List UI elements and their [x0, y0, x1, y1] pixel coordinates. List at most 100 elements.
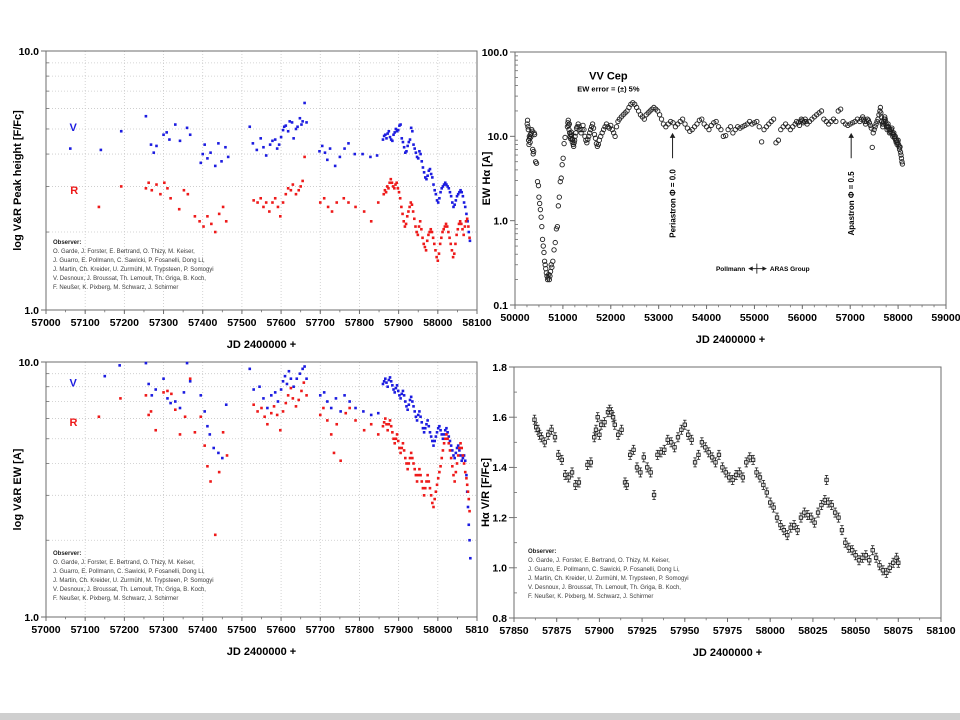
observer-line: J. Martin, Ch. Kreider, U. Zurmühl, M. T… [53, 267, 214, 273]
x-tick-label: 57100 [71, 624, 100, 636]
x-tick-label: 50000 [500, 312, 529, 324]
x-tick-label: 57100 [71, 317, 100, 329]
x-tick-label: 57800 [345, 317, 374, 329]
y-tick-label: 0.1 [493, 300, 508, 312]
observer-line: F. Neußer, K. Pixberg, M. Schwarz, J. Sc… [53, 285, 178, 291]
x-tick-label: 58100 [462, 317, 491, 329]
y-tick-label: 10.0 [19, 46, 40, 58]
x-tick-label: 57400 [188, 317, 217, 329]
x-tick-label: 5810 [465, 624, 489, 636]
x-tick-label: 57000 [836, 312, 865, 324]
x-tick-label: 57925 [627, 625, 656, 637]
chart-vr-ew: 57000 57100 57200 57300 57400 57500 57600 57700… [12, 357, 489, 658]
y-axis-label: Hα V/R [F/Fc] [480, 458, 492, 527]
y-tick-label: 10.0 [19, 357, 40, 369]
observer-list: Observer: O. Garde, J. Forster, E. Bertra… [528, 549, 689, 600]
x-tick-label: 57875 [542, 625, 571, 637]
x-axis-label: JD 2400000 + [696, 334, 765, 346]
observer-list: Observer: O. Garde, J. Forster, E. Bertra… [53, 240, 214, 291]
y-tick-label: 1.8 [492, 362, 507, 374]
y-axis-label: EW Hα [A] [481, 151, 493, 205]
observer-line: J. Martin, Ch. Kreider, U. Zurmühl, M. T… [528, 576, 689, 582]
x-tick-label: 57000 [31, 624, 60, 636]
y-tick-label: 1.0 [24, 612, 39, 624]
phase-annotation: Periastron Φ = 0.0 [669, 169, 678, 238]
y-axis-label: log V&R Peak height [F/Fc] [12, 110, 24, 251]
x-tick-label: 58075 [884, 625, 913, 637]
x-tick-label: 57950 [670, 625, 699, 637]
range-right-label: ARAS Group [770, 266, 810, 273]
x-tick-label: 56000 [788, 312, 817, 324]
y-axis-label: log V&R EW [A] [12, 448, 24, 530]
y-tick-label: 100.0 [482, 47, 508, 59]
x-tick-label: 58000 [756, 625, 785, 637]
x-tick-label: 57975 [713, 625, 742, 637]
y-tick-label: 1.2 [492, 512, 507, 524]
y-tick-label: 1.6 [492, 412, 507, 424]
x-tick-label: 57400 [188, 624, 217, 636]
observer-line: F. Neußer, K. Pixberg, M. Schwarz, J. Sc… [528, 594, 653, 600]
observer-line: V. Desnoux, J. Broussat, Th. Lemoult, Th… [528, 585, 681, 591]
x-tick-label: 59000 [931, 312, 960, 324]
x-tick-label: 57700 [306, 317, 335, 329]
x-tick-label: 57500 [227, 624, 256, 636]
observer-heading: Observer: [528, 549, 556, 555]
x-tick-label: 57900 [585, 625, 614, 637]
observer-line: J. Guarro, E. Pollmann, C. Sawicki, P. F… [53, 569, 205, 575]
y-tick-label: 1.0 [492, 563, 507, 575]
x-tick-label: 57300 [149, 624, 178, 636]
x-tick-label: 52000 [596, 312, 625, 324]
x-tick-label: 57800 [345, 624, 374, 636]
chart-ew-halpha: 50000 51000 52000 53000 54000 55000 56000 57000… [481, 47, 960, 346]
x-tick-label: 58000 [423, 317, 452, 329]
slide-footer-strip [0, 713, 960, 720]
series-label-V: V [70, 122, 78, 134]
x-tick-label: 57600 [266, 624, 295, 636]
chart-title: VV Cep [589, 71, 628, 83]
x-tick-label: 58000 [423, 624, 452, 636]
observer-line: O. Garde, J. Forster, E. Bertrand, O. Th… [53, 249, 195, 255]
x-tick-label: 58100 [926, 625, 955, 637]
y-tick-label: 1.4 [492, 462, 507, 474]
x-tick-label: 51000 [548, 312, 577, 324]
x-tick-label: 58050 [841, 625, 870, 637]
x-tick-label: 57850 [499, 625, 528, 637]
chart-subtitle: EW error = (±) 5% [577, 85, 640, 94]
x-tick-label: 57300 [149, 317, 178, 329]
x-tick-label: 53000 [644, 312, 673, 324]
x-tick-label: 58025 [798, 625, 827, 637]
x-tick-label: 57500 [227, 317, 256, 329]
series-label-R: R [70, 185, 78, 197]
x-tick-label: 57000 [31, 317, 60, 329]
phase-annotation: Apastron Φ = 0.5 [847, 171, 856, 236]
series-V/R [532, 404, 901, 578]
x-tick-label: 57200 [110, 624, 139, 636]
y-tick-label: 1.0 [24, 305, 39, 317]
x-tick-label: 57200 [110, 317, 139, 329]
y-tick-label: 1.0 [493, 215, 508, 227]
series-R [97, 377, 471, 537]
y-tick-label: 0.8 [492, 613, 507, 625]
range-left-label: Pollmann [716, 266, 745, 273]
x-tick-label: 57900 [384, 317, 413, 329]
observer-line: V. Desnoux, J. Broussat, Th. Lemoult, Th… [53, 276, 206, 282]
chart-vr-ratio: 57850 57875 57900 57925 57950 57975 58000 58025… [480, 362, 956, 659]
observer-line: O. Garde, J. Forster, E. Bertrand, O. Th… [53, 560, 195, 566]
observer-heading: Observer: [53, 551, 81, 557]
observer-list: Observer: O. Garde, J. Forster, E. Bertra… [53, 551, 214, 602]
series-EW [524, 100, 906, 283]
chart-peak-height: 57000 57100 57200 57300 57400 57500 57600 57700… [12, 46, 492, 351]
series-label-V: V [70, 378, 78, 390]
x-axis-label: JD 2400000 + [693, 647, 762, 659]
x-tick-label: 55000 [740, 312, 769, 324]
y-tick-label: 10.0 [488, 131, 509, 143]
x-axis-label: JD 2400000 + [227, 646, 296, 658]
x-axis-label: JD 2400000 + [227, 339, 296, 351]
series-V [103, 361, 472, 560]
series-label-R: R [70, 417, 78, 429]
x-tick-label: 57600 [266, 317, 295, 329]
x-tick-label: 57700 [306, 624, 335, 636]
observer-line: J. Martin, Ch. Kreider, U. Zurmühl, M. T… [53, 578, 214, 584]
